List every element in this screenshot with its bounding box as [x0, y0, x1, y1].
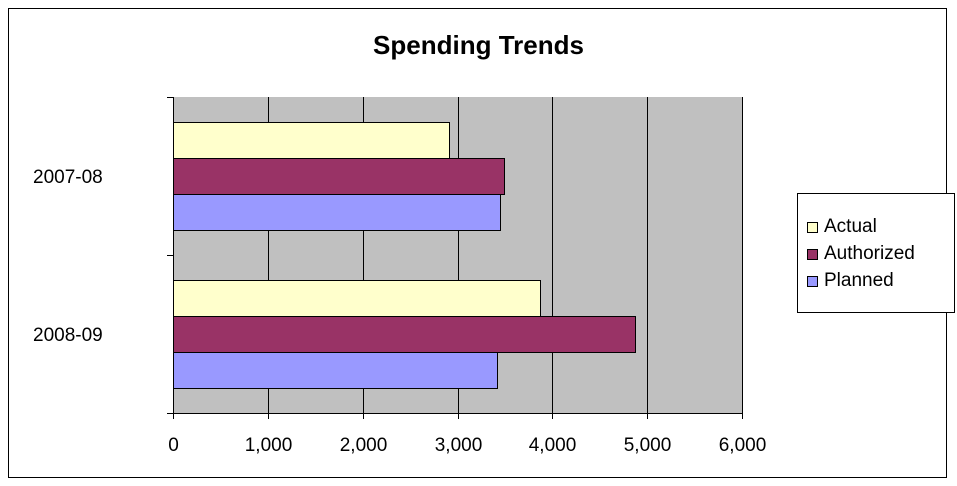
bar-authorized-2007-08 — [173, 158, 505, 195]
legend-swatch-authorized — [807, 248, 818, 260]
x-tick-label-0: 0 — [168, 435, 179, 456]
x-tick-label-2000: 2,000 — [340, 435, 388, 456]
x-tick-label-5000: 5,000 — [624, 435, 672, 456]
x-tick-label-1000: 1,000 — [245, 435, 293, 456]
legend-swatch-actual — [807, 221, 818, 233]
chart-title: Spending Trends — [373, 30, 584, 60]
bar-authorized-2008-09 — [173, 316, 636, 353]
legend-swatch-planned — [807, 275, 818, 287]
legend: Actual Authorized Planned — [797, 193, 955, 313]
legend-label-authorized: Authorized — [824, 243, 915, 264]
legend-item-authorized: Authorized — [807, 242, 915, 266]
bar-actual-2007-08 — [173, 122, 450, 159]
legend-label-actual: Actual — [824, 216, 877, 237]
bar-planned-2007-08 — [173, 194, 501, 231]
bar-planned-2008-09 — [173, 352, 498, 389]
legend-item-planned: Planned — [807, 269, 894, 293]
bar-actual-2008-09 — [173, 280, 541, 317]
y-tick-label-2008-09: 2008-09 — [33, 325, 103, 346]
x-tick-label-4000: 4,000 — [529, 435, 577, 456]
y-tick-label-2007-08: 2007-08 — [33, 167, 103, 188]
legend-item-actual: Actual — [807, 215, 877, 239]
x-tick-label-6000: 6,000 — [719, 435, 767, 456]
x-tick-label-3000: 3,000 — [435, 435, 483, 456]
legend-label-planned: Planned — [824, 270, 894, 291]
